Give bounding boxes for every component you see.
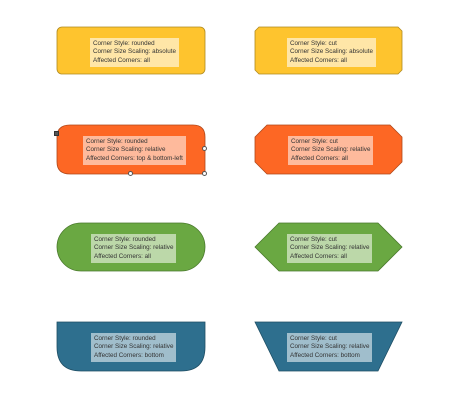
node-label: Corner Style: cut Corner Size Scaling: r… bbox=[288, 136, 374, 166]
node-label: Corner Style: rounded Corner Size Scalin… bbox=[91, 333, 177, 363]
label-line-scaling: Corner Size Scaling: absolute bbox=[93, 48, 176, 56]
label-line-corner-style: Corner Style: rounded bbox=[94, 236, 156, 243]
label-line-affected-corners: Affected Corners: all bbox=[291, 154, 348, 162]
label-line-affected-corners: Affected Corners: all bbox=[290, 56, 347, 64]
label-line-affected-corners: Affected Corners: top & bottom-left bbox=[86, 154, 183, 162]
label-line-affected-corners: Affected Corners: all bbox=[290, 252, 347, 260]
selection-handle-top-left[interactable] bbox=[54, 131, 59, 136]
node-label: Corner Style: cut Corner Size Scaling: r… bbox=[287, 234, 373, 264]
selection-handle-bottom[interactable] bbox=[128, 171, 133, 176]
node-label: Corner Style: rounded Corner Size Scalin… bbox=[90, 38, 179, 68]
selection-handle-bottom-right[interactable] bbox=[202, 171, 207, 176]
node-label: Corner Style: cut Corner Size Scaling: r… bbox=[287, 333, 373, 363]
label-line-scaling: Corner Size Scaling: relative bbox=[94, 343, 174, 351]
label-line-scaling: Corner Size Scaling: relative bbox=[94, 244, 174, 252]
label-line-scaling: Corner Size Scaling: relative bbox=[290, 244, 370, 252]
label-line-affected-corners: Affected Corners: bottom bbox=[94, 351, 164, 359]
label-line-scaling: Corner Size Scaling: absolute bbox=[290, 48, 373, 56]
label-line-corner-style: Corner Style: cut bbox=[290, 335, 337, 342]
selection-handle-right[interactable] bbox=[202, 146, 207, 151]
label-line-corner-style: Corner Style: cut bbox=[290, 236, 337, 243]
label-line-affected-corners: Affected Corners: all bbox=[93, 56, 150, 64]
node-label: Corner Style: cut Corner Size Scaling: a… bbox=[287, 38, 376, 68]
node-label: Corner Style: rounded Corner Size Scalin… bbox=[91, 234, 177, 264]
label-line-scaling: Corner Size Scaling: relative bbox=[291, 146, 371, 154]
label-line-scaling: Corner Size Scaling: relative bbox=[290, 343, 370, 351]
node-label: Corner Style: rounded Corner Size Scalin… bbox=[83, 136, 186, 166]
label-line-corner-style: Corner Style: cut bbox=[290, 40, 337, 47]
label-line-corner-style: Corner Style: rounded bbox=[93, 40, 155, 47]
label-line-affected-corners: Affected Corners: all bbox=[94, 252, 151, 260]
label-line-corner-style: Corner Style: rounded bbox=[86, 138, 148, 145]
label-line-affected-corners: Affected Corners: bottom bbox=[290, 351, 360, 359]
label-line-scaling: Corner Size Scaling: relative bbox=[86, 146, 166, 154]
label-line-corner-style: Corner Style: rounded bbox=[94, 335, 156, 342]
label-line-corner-style: Corner Style: cut bbox=[291, 138, 338, 145]
